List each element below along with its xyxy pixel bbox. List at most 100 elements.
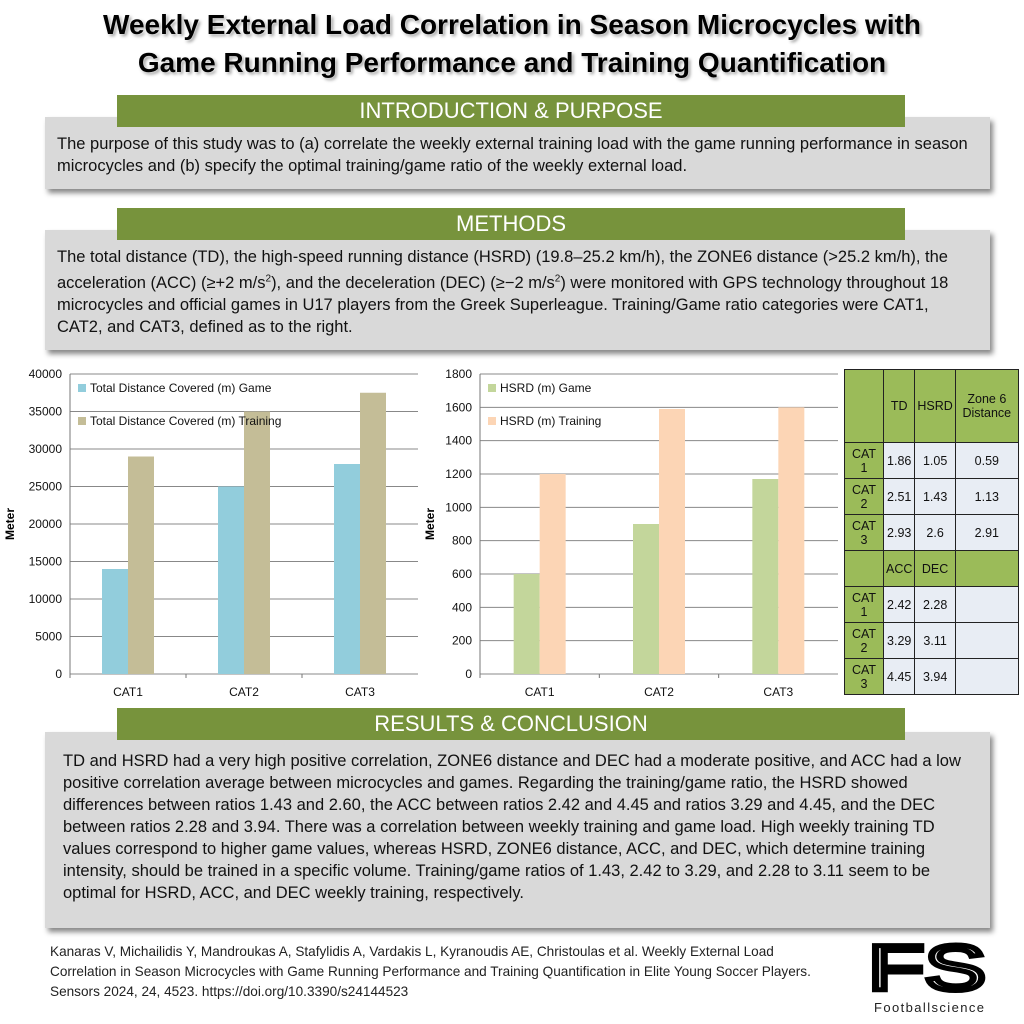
intro-text: The purpose of this study was to (a) cor… <box>57 135 968 175</box>
table-cell: 2.28 <box>914 586 956 623</box>
bar-cat2-0 <box>633 524 659 674</box>
y-tick-label: 35000 <box>29 405 63 419</box>
table-row: CAT 1 1.86 1.05 0.59 <box>844 442 1019 479</box>
results-text: TD and HSRD had a very high positive cor… <box>63 752 961 902</box>
table-cell: ACC <box>882 550 916 587</box>
bar-cat1-1 <box>539 474 566 674</box>
y-tick-label: 1200 <box>445 467 472 481</box>
table-cell <box>844 369 884 443</box>
bar-cat1-0 <box>102 569 128 674</box>
table-cell: 2.6 <box>914 514 956 551</box>
bar-cat3-0 <box>334 464 360 674</box>
table-cell <box>954 622 1019 659</box>
bar-cat1-0 <box>513 574 540 674</box>
bar-cat1-1 <box>128 456 154 674</box>
y-tick-label: 0 <box>465 667 472 681</box>
intro-box: The purpose of this study was to (a) cor… <box>45 117 990 189</box>
y-tick-label: 40000 <box>29 367 63 381</box>
logo-name: Footballscience <box>874 1000 984 1015</box>
table-cell: TD <box>882 369 916 443</box>
table-cell <box>954 586 1019 623</box>
x-tick-label: CAT1 <box>113 685 143 699</box>
table-cell: 1.43 <box>914 478 956 515</box>
poster-title: Weekly External Load Correlation in Seas… <box>0 6 1024 82</box>
y-tick-label: 400 <box>452 600 472 614</box>
total-distance-chart: 0 5000 10000 15000 20000 25000 30000 35000 40000… <box>3 367 418 699</box>
table-header-row: TD HSRD Zone 6 Distance <box>844 369 1019 443</box>
table-cell: 3.29 <box>882 622 916 659</box>
bar-cat3-0 <box>752 479 779 674</box>
bar-cat2-1 <box>659 409 685 674</box>
x-tick-label: CAT2 <box>644 685 674 699</box>
methods-box: The total distance (TD), the high-speed … <box>45 230 990 350</box>
legend-swatch <box>78 417 86 425</box>
x-tick-label: CAT1 <box>525 685 555 699</box>
y-tick-label: 10000 <box>29 592 63 606</box>
table-cell: 3.94 <box>914 658 956 695</box>
y-tick-label: 1400 <box>445 434 472 448</box>
table-cell: 1.86 <box>882 442 916 479</box>
table-cell <box>844 550 884 587</box>
y-axis-label: Meter <box>423 508 437 540</box>
table-cell <box>954 550 1019 587</box>
table-row: CAT 2 2.51 1.43 1.13 <box>844 478 1019 515</box>
results-box: TD and HSRD had a very high positive cor… <box>45 732 990 928</box>
table-cell: 0.59 <box>954 442 1019 479</box>
ratio-table: TD HSRD Zone 6 Distance CAT 1 1.86 1.05 0.59 CA… <box>844 369 1019 695</box>
y-tick-label: 20000 <box>29 517 63 531</box>
table-row: CAT 3 4.45 3.94 <box>844 658 1019 695</box>
table-cell <box>954 658 1019 695</box>
table-cell: HSRD <box>914 369 956 443</box>
legend-swatch <box>488 384 496 392</box>
table-cell: 2.51 <box>882 478 916 515</box>
x-tick-label: CAT2 <box>229 685 259 699</box>
y-tick-label: 30000 <box>29 442 63 456</box>
table-cell: CAT 2 <box>844 622 884 659</box>
y-tick-label: 200 <box>452 634 472 648</box>
bar-cat3-1 <box>778 407 805 674</box>
logo-letters: FS <box>868 940 986 1004</box>
y-tick-label: 15000 <box>29 555 63 569</box>
table-cell: 2.42 <box>882 586 916 623</box>
title-line-2: Game Running Performance and Training Qu… <box>137 47 887 78</box>
hsrd-chart: 0 200 400 600 800 1000 1200 1400 1600 1800 CAT1 CAT… <box>423 367 838 699</box>
footballscience-logo: FS Footballscience <box>866 940 989 1015</box>
table-row: CAT 3 2.93 2.6 2.91 <box>844 514 1019 551</box>
table-cell: CAT 3 <box>844 658 884 695</box>
bar-cat2-0 <box>218 486 244 674</box>
bar-cat3-1 <box>360 392 386 674</box>
y-tick-label: 800 <box>452 534 472 548</box>
table-row: CAT 1 2.42 2.28 <box>844 586 1019 623</box>
table-cell: 1.13 <box>954 478 1019 515</box>
table-cell: Zone 6 Distance <box>954 369 1019 443</box>
table-cell: CAT 1 <box>844 442 884 479</box>
title-line-1: Weekly External Load Correlation in Seas… <box>103 9 921 40</box>
y-tick-label: 25000 <box>29 480 63 494</box>
legend-label: Total Distance Covered (m) Training <box>90 414 281 428</box>
legend-label: Total Distance Covered (m) Game <box>90 381 272 395</box>
legend-swatch <box>488 417 496 425</box>
table-cell: 4.45 <box>882 658 916 695</box>
table-cell: 1.05 <box>914 442 956 479</box>
y-tick-label: 1600 <box>445 400 472 414</box>
results-heading: RESULTS & CONCLUSION <box>117 708 905 740</box>
citation: Kanaras V, Michailidis Y, Mandroukas A, … <box>50 944 811 999</box>
methods-text: The total distance (TD), the high-speed … <box>57 248 949 336</box>
intro-heading: INTRODUCTION & PURPOSE <box>117 95 905 127</box>
x-tick-label: CAT3 <box>763 685 793 699</box>
table-header-row: ACC DEC <box>844 550 1019 587</box>
y-tick-label: 1800 <box>445 367 472 381</box>
table-row: CAT 2 3.29 3.11 <box>844 622 1019 659</box>
y-tick-label: 5000 <box>35 630 62 644</box>
legend-label: HSRD (m) Game <box>500 381 592 395</box>
table-cell: 3.11 <box>914 622 956 659</box>
table-cell: CAT 3 <box>844 514 884 551</box>
y-tick-label: 0 <box>55 667 62 681</box>
table-cell: CAT 2 <box>844 478 884 515</box>
table-cell: CAT 1 <box>844 586 884 623</box>
legend-swatch <box>78 384 86 392</box>
table-cell: DEC <box>914 550 956 587</box>
table-cell: 2.93 <box>882 514 916 551</box>
methods-heading: METHODS <box>117 208 905 240</box>
y-axis-label: Meter <box>3 508 17 540</box>
